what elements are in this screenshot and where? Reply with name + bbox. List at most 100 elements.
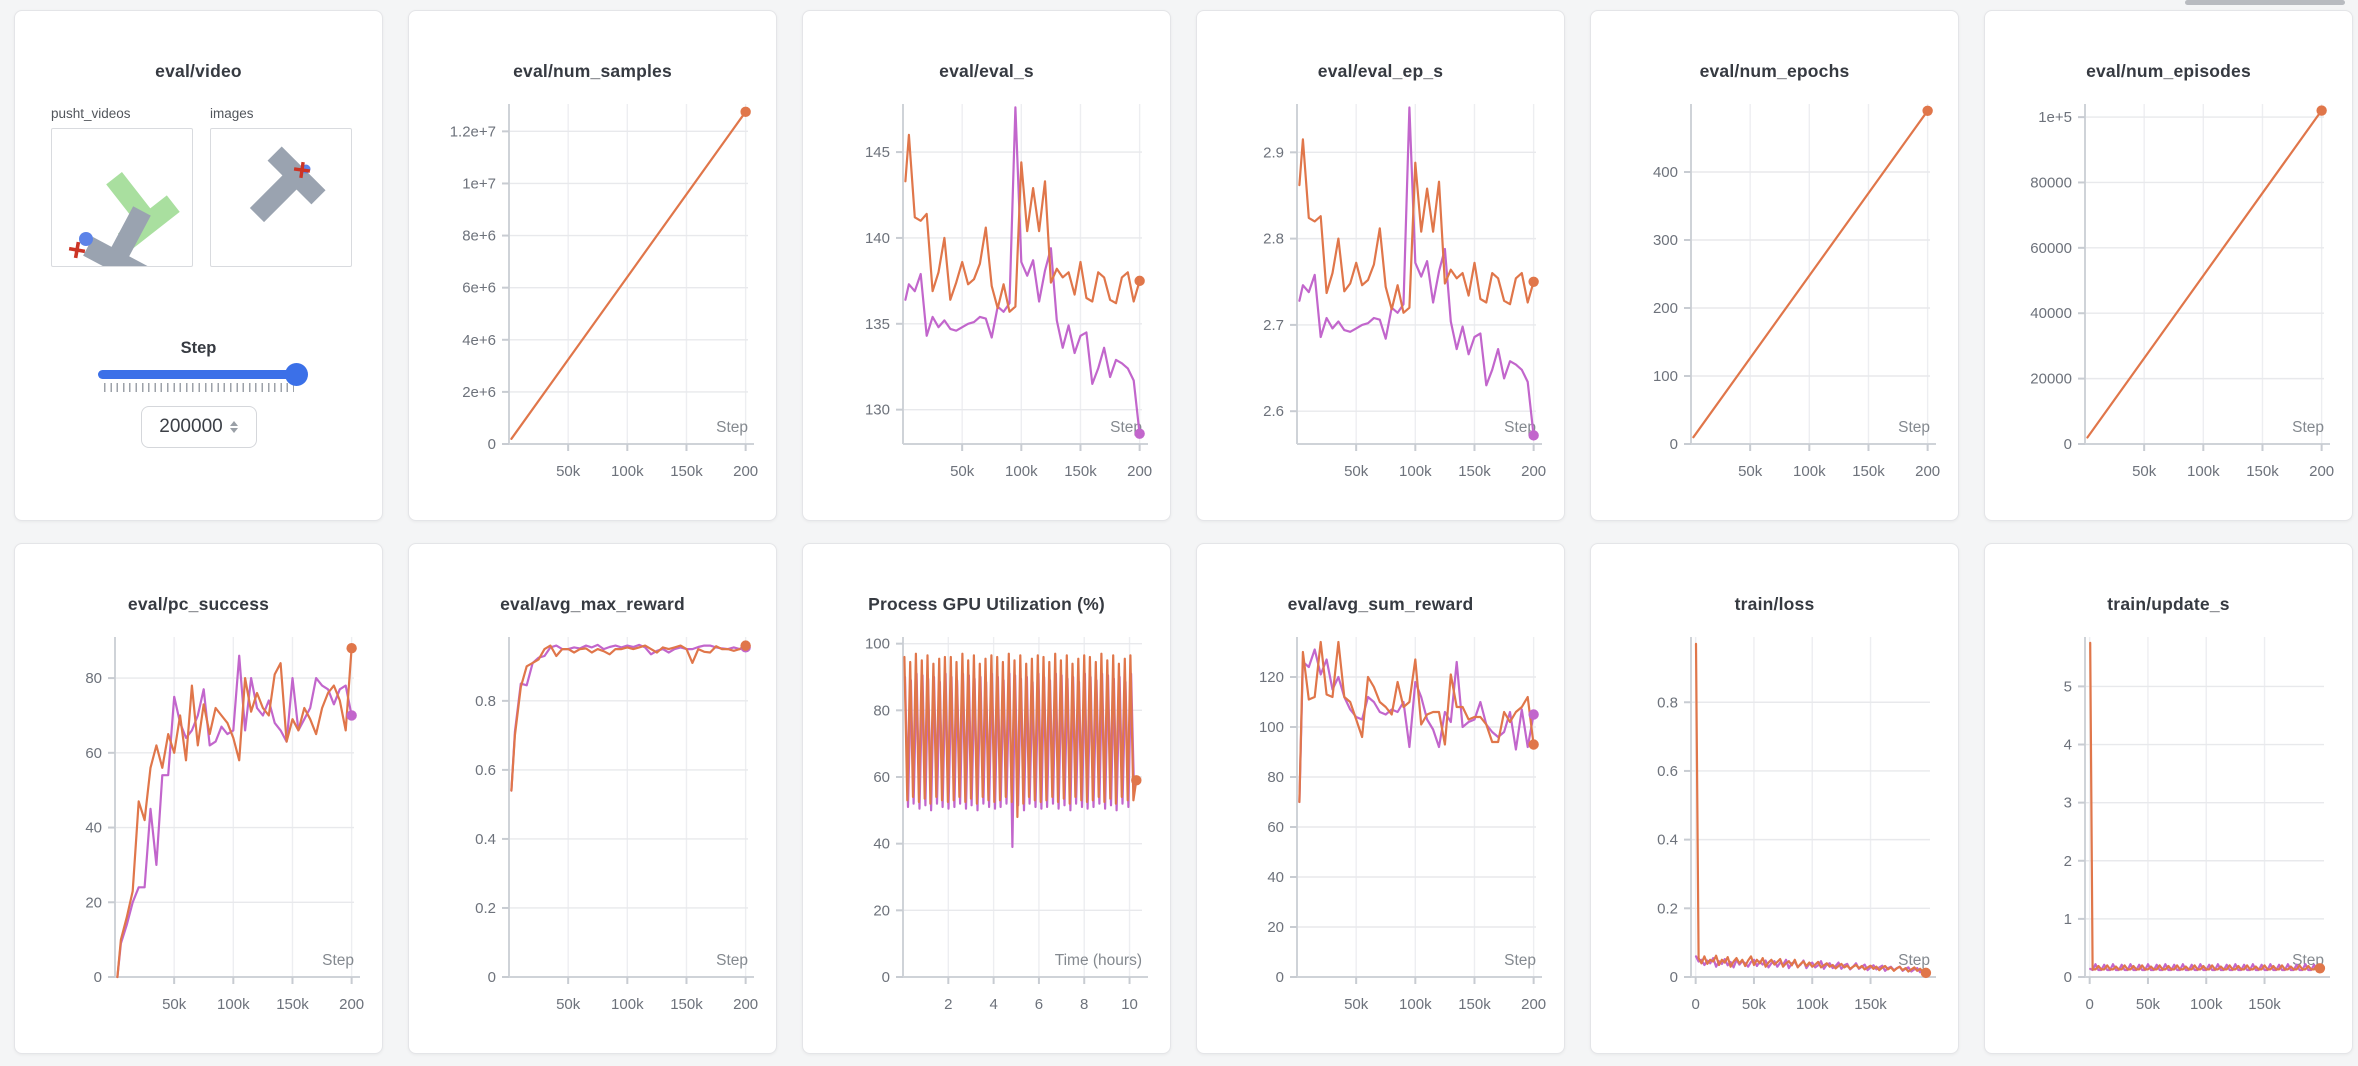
chart-canvas-train-loss[interactable]: 0 0.2 0.4 0.6 0.8 0 50k 100k 150k Step bbox=[1591, 619, 1959, 1049]
svg-text:20: 20 bbox=[85, 894, 102, 911]
svg-text:100k: 100k bbox=[2190, 996, 2223, 1013]
svg-text:20: 20 bbox=[873, 902, 890, 919]
chart-canvas-eval-pc-success[interactable]: 0 20 40 60 80 50k 100k 150k 200 Step bbox=[15, 619, 383, 1049]
svg-text:150k: 150k bbox=[670, 463, 703, 480]
svg-text:100k: 100k bbox=[217, 996, 250, 1013]
stepper-up-icon[interactable] bbox=[229, 420, 238, 426]
svg-text:0.2: 0.2 bbox=[475, 900, 496, 917]
media-row: pusht_videos bbox=[51, 106, 382, 267]
panel-gpu-utilization: Process GPU Utilization (%) 0 20 40 60 80 100… bbox=[802, 543, 1171, 1054]
svg-text:200: 200 bbox=[339, 996, 364, 1013]
svg-text:150k: 150k bbox=[1064, 463, 1097, 480]
svg-text:4e+6: 4e+6 bbox=[462, 332, 496, 349]
svg-text:Step: Step bbox=[716, 419, 748, 436]
svg-text:200: 200 bbox=[1915, 463, 1940, 480]
svg-text:2.9: 2.9 bbox=[1263, 144, 1284, 161]
chart-title: eval/num_episodes bbox=[2086, 61, 2251, 81]
svg-text:2.7: 2.7 bbox=[1263, 317, 1284, 334]
svg-text:Step: Step bbox=[1504, 419, 1536, 436]
svg-text:0: 0 bbox=[2064, 436, 2072, 453]
stepper-down-icon[interactable] bbox=[229, 428, 238, 434]
gray-t-shape bbox=[83, 206, 151, 266]
svg-text:300: 300 bbox=[1653, 232, 1678, 249]
chart-title: train/loss bbox=[1734, 594, 1815, 614]
svg-text:150k: 150k bbox=[1852, 463, 1885, 480]
svg-text:100k: 100k bbox=[611, 996, 644, 1013]
svg-text:0: 0 bbox=[1276, 969, 1284, 986]
step-slider-ticks bbox=[103, 383, 294, 392]
panel-eval-eval-ep-s: eval/eval_ep_s 2.6 2.7 2.8 2.9 50k 100k 150k 20… bbox=[1196, 10, 1565, 521]
chart-canvas-eval-num-samples[interactable]: 0 2e+6 4e+6 6e+6 8e+6 1e+7 1.2e+7 50k 100k 150k 20… bbox=[409, 86, 777, 516]
panel-eval-eval-s: eval/eval_s 130 135 140 145 50k 100k 150k 200 St… bbox=[802, 10, 1171, 521]
svg-text:100k: 100k bbox=[2187, 463, 2220, 480]
svg-text:100k: 100k bbox=[1793, 463, 1826, 480]
svg-text:150k: 150k bbox=[2246, 463, 2279, 480]
step-value[interactable]: 200000 bbox=[159, 416, 223, 437]
svg-text:40: 40 bbox=[873, 836, 890, 853]
step-slider-label: Step bbox=[180, 339, 217, 357]
svg-text:200: 200 bbox=[1127, 463, 1152, 480]
svg-text:135: 135 bbox=[865, 316, 890, 333]
svg-text:50k: 50k bbox=[1742, 996, 1767, 1013]
panel-eval-avg-sum-reward: eval/avg_sum_reward 0 20 40 60 80 100 120 50k 10… bbox=[1196, 543, 1565, 1054]
svg-text:0: 0 bbox=[882, 969, 890, 986]
chart-canvas-eval-avg-max-reward[interactable]: 0 0.2 0.4 0.6 0.8 50k 100k 150k 200 Step bbox=[409, 619, 777, 1049]
svg-text:Step: Step bbox=[1898, 419, 1930, 436]
svg-text:5: 5 bbox=[2064, 678, 2072, 695]
svg-text:100k: 100k bbox=[1399, 463, 1432, 480]
svg-text:200: 200 bbox=[1521, 463, 1546, 480]
svg-text:40000: 40000 bbox=[2030, 305, 2072, 322]
svg-text:80: 80 bbox=[1267, 769, 1284, 786]
chart-title: eval/avg_max_reward bbox=[500, 594, 685, 614]
images-thumbnail[interactable] bbox=[210, 128, 352, 267]
step-slider-track[interactable] bbox=[97, 370, 300, 379]
step-slider-handle[interactable] bbox=[284, 363, 308, 386]
chart-canvas-gpu-utilization[interactable]: 0 20 40 60 80 100 2 4 6 8 10 Time (hours) bbox=[803, 619, 1171, 1049]
svg-text:0: 0 bbox=[2064, 969, 2072, 986]
svg-text:Step: Step bbox=[1898, 952, 1930, 969]
stepper-icons bbox=[229, 420, 238, 434]
svg-text:145: 145 bbox=[865, 144, 890, 161]
chart-title: train/update_s bbox=[2107, 594, 2230, 614]
svg-text:4: 4 bbox=[989, 996, 997, 1013]
svg-text:150k: 150k bbox=[1458, 996, 1491, 1013]
svg-text:0.6: 0.6 bbox=[1657, 763, 1678, 780]
chart-title: eval/avg_sum_reward bbox=[1287, 594, 1474, 614]
chart-canvas-eval-num-episodes[interactable]: 0 20000 40000 60000 80000 1e+5 50k 100k 150k 200 S… bbox=[1985, 86, 2353, 516]
chart-canvas-eval-avg-sum-reward[interactable]: 0 20 40 60 80 100 120 50k 100k 150k 200 Step bbox=[1197, 619, 1565, 1049]
chart-title: eval/eval_s bbox=[939, 61, 1034, 81]
chart-canvas-eval-eval-ep-s[interactable]: 2.6 2.7 2.8 2.9 50k 100k 150k 200 Step bbox=[1197, 86, 1565, 516]
chart-title: eval/num_samples bbox=[513, 61, 672, 81]
pusht-video-thumbnail[interactable] bbox=[51, 128, 193, 267]
horizontal-scrollbar-thumb[interactable] bbox=[2185, 0, 2345, 5]
svg-text:0: 0 bbox=[1670, 436, 1678, 453]
panel-eval-num-epochs: eval/num_epochs 0 100 200 300 400 50k 100k 150k… bbox=[1590, 10, 1959, 521]
svg-text:200: 200 bbox=[733, 996, 758, 1013]
step-value-input[interactable]: 200000 bbox=[140, 406, 257, 448]
panel-eval-avg-max-reward: eval/avg_max_reward 0 0.2 0.4 0.6 0.8 50k 100k… bbox=[408, 543, 777, 1054]
svg-text:0: 0 bbox=[1670, 969, 1678, 986]
svg-text:50k: 50k bbox=[1738, 463, 1763, 480]
svg-text:0.8: 0.8 bbox=[1657, 694, 1678, 711]
svg-text:4: 4 bbox=[2064, 737, 2072, 754]
svg-text:50k: 50k bbox=[2136, 996, 2161, 1013]
svg-text:40: 40 bbox=[1267, 869, 1284, 886]
svg-text:140: 140 bbox=[865, 230, 890, 247]
goal-cross bbox=[293, 161, 311, 179]
chart-canvas-eval-num-epochs[interactable]: 0 100 200 300 400 50k 100k 150k 200 Step bbox=[1591, 86, 1959, 516]
media-label: images bbox=[210, 106, 254, 121]
svg-text:200: 200 bbox=[1653, 300, 1678, 317]
svg-text:20000: 20000 bbox=[2030, 371, 2072, 388]
svg-text:2.8: 2.8 bbox=[1263, 231, 1284, 248]
svg-text:Step: Step bbox=[1110, 419, 1142, 436]
step-slider[interactable] bbox=[97, 363, 308, 386]
chart-canvas-eval-eval-s[interactable]: 130 135 140 145 50k 100k 150k 200 Step bbox=[803, 86, 1171, 516]
svg-text:8e+6: 8e+6 bbox=[462, 228, 496, 245]
svg-text:400: 400 bbox=[1653, 164, 1678, 181]
svg-text:100: 100 bbox=[1259, 719, 1284, 736]
svg-text:150k: 150k bbox=[276, 996, 309, 1013]
chart-title: eval/num_epochs bbox=[1699, 61, 1850, 81]
svg-text:0: 0 bbox=[1691, 996, 1699, 1013]
